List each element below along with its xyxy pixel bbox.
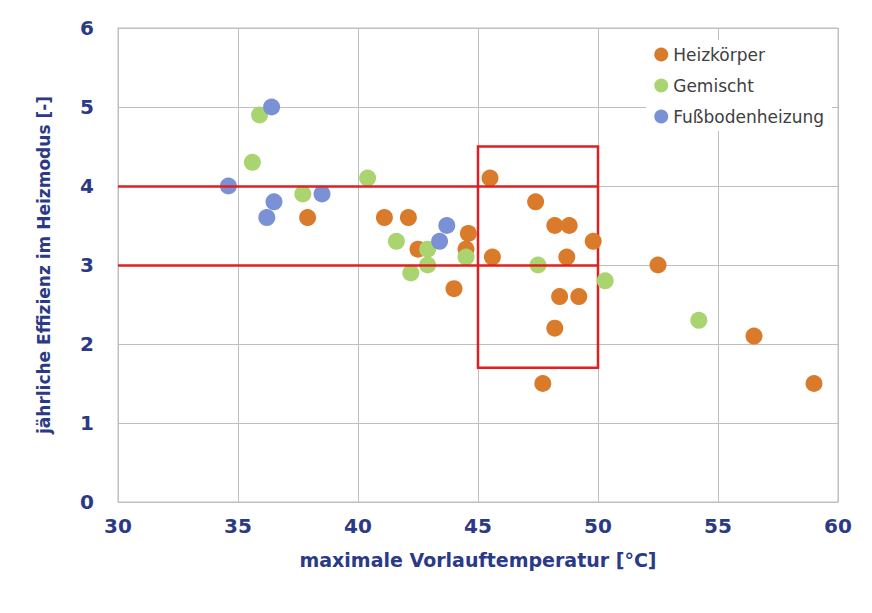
svg-text:5: 5 [80, 95, 94, 119]
svg-text:0: 0 [80, 490, 94, 514]
svg-text:maximale Vorlauftemperatur [°C: maximale Vorlauftemperatur [°C] [299, 549, 656, 571]
svg-text:Gemischt: Gemischt [673, 76, 754, 96]
svg-text:45: 45 [464, 514, 492, 538]
svg-text:50: 50 [584, 514, 612, 538]
svg-text:40: 40 [344, 514, 372, 538]
svg-text:3: 3 [80, 253, 94, 277]
svg-text:4: 4 [80, 174, 94, 198]
svg-text:60: 60 [824, 514, 852, 538]
svg-text:jährliche Effizienz im Heizmod: jährliche Effizienz im Heizmodus [-] [34, 96, 54, 435]
svg-text:6: 6 [80, 16, 94, 40]
svg-text:Fußbodenheizung: Fußbodenheizung [673, 107, 824, 127]
svg-text:Heizkörper: Heizkörper [673, 45, 765, 65]
svg-text:1: 1 [80, 411, 94, 435]
svg-text:30: 30 [104, 514, 132, 538]
svg-text:35: 35 [224, 514, 252, 538]
svg-text:2: 2 [80, 332, 94, 356]
svg-text:55: 55 [704, 514, 732, 538]
